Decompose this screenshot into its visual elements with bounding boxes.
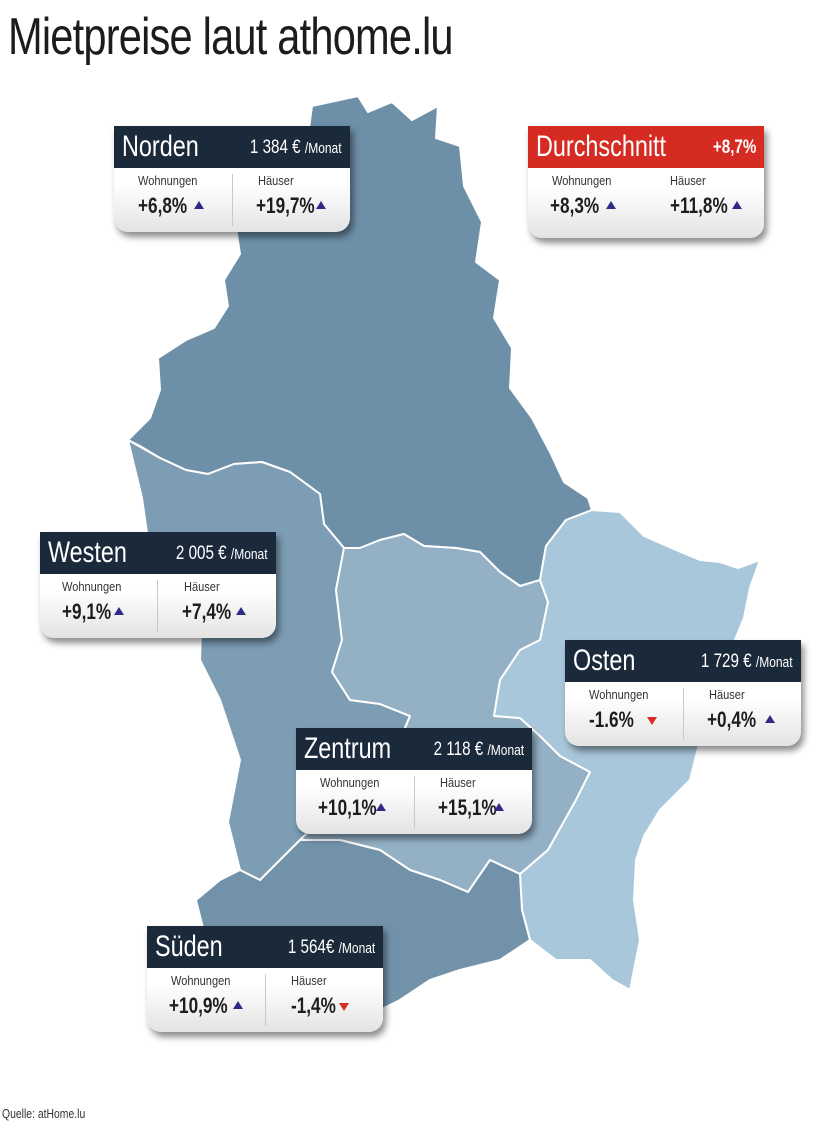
region-name: Westen (48, 536, 127, 569)
houses-value: -1,4% (291, 993, 336, 1018)
divider (414, 776, 415, 828)
page-title: Mietpreise laut athome.lu (8, 8, 454, 66)
trend-up-icon (316, 201, 326, 209)
card-header: Süden 1 564€ /Monat (147, 926, 383, 968)
houses-value: +7,4% (182, 599, 232, 624)
trend-down-icon (647, 717, 657, 725)
trend-up-icon (236, 607, 246, 615)
rent-price-value: 1 564€ (287, 937, 335, 958)
apartments-value: +6,8% (138, 193, 188, 218)
card-body: Wohnungen +10,1% Häuser +15,1% (296, 770, 532, 834)
rent-price: 2 118 € /Monat (434, 739, 525, 762)
card-header: Osten 1 729 € /Monat (565, 640, 801, 682)
rent-price-unit: /Monat (487, 742, 524, 759)
card-body: Wohnungen +9,1% Häuser +7,4% (40, 574, 276, 638)
divider (683, 688, 684, 740)
apartments-value: +10,1% (318, 795, 377, 820)
card-header: Zentrum 2 118 € /Monat (296, 728, 532, 770)
trend-up-icon (194, 201, 204, 209)
houses-label: Häuser (670, 173, 706, 188)
divider (232, 174, 233, 226)
divider (265, 974, 266, 1026)
region-name: Süden (155, 930, 223, 963)
houses-value: +11,8% (670, 193, 728, 218)
rent-price: 1 564€ /Monat (288, 937, 375, 960)
houses-label: Häuser (440, 775, 476, 790)
trend-up-icon (606, 201, 616, 209)
region-osten-area (493, 509, 761, 991)
rent-price-value: 2 118 € (433, 739, 484, 760)
apartments-label: Wohnungen (171, 973, 231, 988)
card-body: Wohnungen +8,3% Häuser +11,8% (528, 168, 764, 232)
divider (157, 580, 158, 632)
apartments-label: Wohnungen (62, 579, 122, 594)
rent-price: 1 384 € /Monat (250, 137, 342, 160)
card-body: Wohnungen -1.6% Häuser +0,4% (565, 682, 801, 746)
region-name: Osten (573, 644, 636, 677)
houses-label: Häuser (291, 973, 327, 988)
apartments-value: +10,9% (169, 993, 228, 1018)
trend-up-icon (494, 803, 504, 811)
trend-up-icon (765, 715, 775, 723)
apartments-label: Wohnungen (320, 775, 380, 790)
card-sueden: Süden 1 564€ /Monat Wohnungen +10,9% Häu… (147, 926, 383, 1032)
trend-up-icon (233, 1001, 243, 1009)
rent-price: 1 729 € /Monat (701, 651, 793, 674)
rent-price-value: 1 729 € (701, 651, 753, 672)
apartments-value: +8,3% (550, 193, 600, 218)
houses-label: Häuser (184, 579, 220, 594)
rent-price-unit: /Monat (756, 654, 793, 671)
apartments-value: -1.6% (589, 707, 634, 732)
card-durchschnitt: Durchschnitt +8,7% Wohnungen +8,3% Häuse… (528, 126, 764, 238)
apartments-label: Wohnungen (138, 173, 198, 188)
average-change: +8,7% (712, 137, 756, 158)
region-name: Norden (122, 130, 199, 163)
rent-price-unit: /Monat (231, 546, 268, 563)
apartments-value: +9,1% (62, 599, 112, 624)
rent-price-unit: /Monat (338, 940, 375, 957)
houses-value: +0,4% (707, 707, 757, 732)
houses-label: Häuser (258, 173, 294, 188)
card-osten: Osten 1 729 € /Monat Wohnungen -1.6% Häu… (565, 640, 801, 746)
rent-price-value: 1 384 € (250, 137, 302, 158)
card-body: Wohnungen +10,9% Häuser -1,4% (147, 968, 383, 1032)
houses-value: +15,1% (438, 795, 497, 820)
houses-label: Häuser (709, 687, 745, 702)
region-name: Zentrum (304, 732, 392, 765)
card-body: Wohnungen +6,8% Häuser +19,7% (114, 168, 350, 232)
trend-up-icon (376, 803, 386, 811)
card-header: Westen 2 005 € /Monat (40, 532, 276, 574)
rent-price-value: 2 005 € (176, 543, 228, 564)
card-norden: Norden 1 384 € /Monat Wohnungen +6,8% Hä… (114, 126, 350, 232)
card-header: Norden 1 384 € /Monat (114, 126, 350, 168)
apartments-label: Wohnungen (589, 687, 649, 702)
trend-up-icon (732, 201, 742, 209)
rent-price-unit: /Monat (305, 140, 342, 157)
trend-up-icon (114, 607, 124, 615)
houses-value: +19,7% (256, 193, 315, 218)
card-header: Durchschnitt +8,7% (528, 126, 764, 168)
region-name: Durchschnitt (536, 130, 667, 163)
trend-down-icon (339, 1003, 349, 1011)
card-westen: Westen 2 005 € /Monat Wohnungen +9,1% Hä… (40, 532, 276, 638)
apartments-label: Wohnungen (552, 173, 612, 188)
source-note: Quelle: atHome.lu (2, 1106, 86, 1121)
card-zentrum: Zentrum 2 118 € /Monat Wohnungen +10,1% … (296, 728, 532, 834)
rent-price: 2 005 € /Monat (176, 543, 268, 566)
